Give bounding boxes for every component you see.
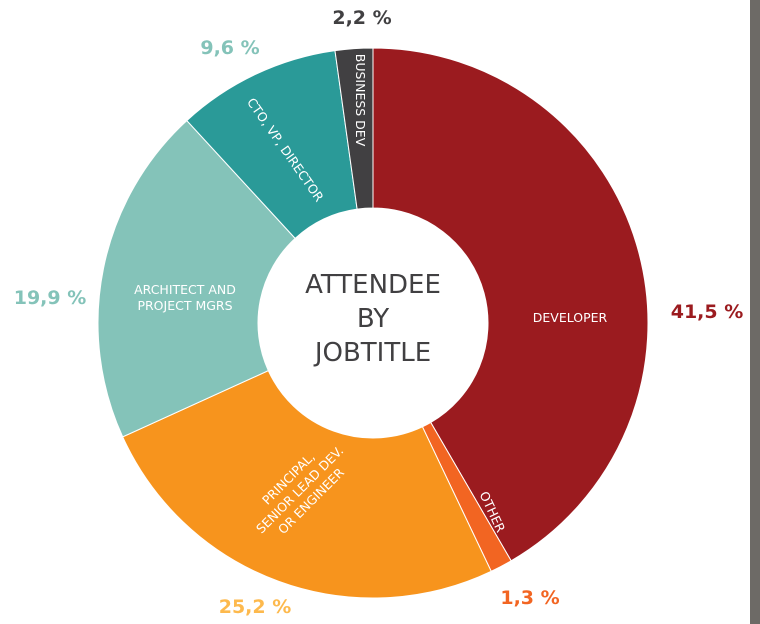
slice-label: ARCHITECT AND PROJECT MGRS — [134, 282, 236, 313]
slice-label: BUSINESS DEV — [353, 53, 368, 147]
value-label: 41,5 % — [670, 301, 744, 323]
donut-slice — [334, 47, 374, 210]
slice-label: DEVELOPER — [532, 310, 608, 325]
donut-slice — [186, 50, 358, 240]
donut-slice — [372, 47, 649, 562]
chart-title: ATTENDEE BY JOBTITLE — [305, 270, 441, 368]
donut-slice — [97, 119, 296, 438]
side-photo — [750, 0, 760, 624]
value-label: 2,2 % — [332, 7, 392, 29]
donut-slice — [122, 369, 492, 599]
value-label: 1,3 % — [500, 587, 560, 609]
value-label: 25,2 % — [218, 596, 292, 618]
value-label: 9,6 % — [200, 37, 260, 59]
value-label: 19,9 % — [13, 287, 87, 309]
